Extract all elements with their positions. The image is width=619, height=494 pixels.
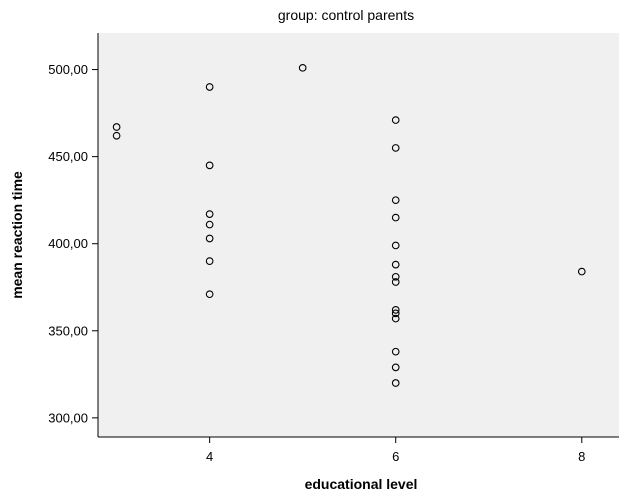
data-point (391, 314, 400, 323)
data-point (391, 116, 400, 124)
data-point (577, 267, 586, 276)
y-tick-label: 500,00 (48, 62, 88, 77)
x-tick-label: 8 (578, 449, 585, 464)
data-point (391, 363, 400, 372)
data-point (205, 83, 214, 91)
data-point (391, 213, 400, 222)
y-axis-title: mean reaction time (9, 171, 25, 299)
x-axis: 4 6 8 (98, 436, 619, 464)
data-point (391, 306, 400, 314)
data-point (298, 63, 307, 72)
data-point (391, 309, 400, 318)
y-tick-label: 450,00 (48, 149, 88, 164)
y-axis: 300,00 350,00 400,00 450,00 500,00 (48, 33, 99, 437)
x-tick-label: 4 (206, 449, 213, 464)
data-point (391, 196, 400, 205)
data-point (112, 131, 121, 140)
data-point (112, 123, 121, 131)
data-point (391, 379, 400, 387)
x-tick-label: 6 (392, 449, 399, 464)
data-point (205, 234, 214, 243)
y-tick-label: 400,00 (48, 236, 88, 251)
data-point (391, 347, 400, 356)
y-tick-label: 350,00 (48, 323, 88, 338)
data-point (205, 220, 214, 229)
data-point (205, 290, 214, 299)
data-point (391, 278, 400, 286)
data-point (205, 161, 214, 170)
data-point (391, 272, 400, 281)
data-point (391, 241, 400, 250)
x-axis-title: educational level (305, 476, 418, 492)
data-point (391, 260, 400, 269)
data-point (205, 210, 214, 218)
plot-area (98, 33, 619, 437)
y-tick-label: 300,00 (48, 410, 88, 425)
data-point (205, 257, 214, 265)
data-point (391, 144, 400, 152)
chart-title: group: control parents (278, 7, 414, 23)
data-points (112, 63, 586, 387)
